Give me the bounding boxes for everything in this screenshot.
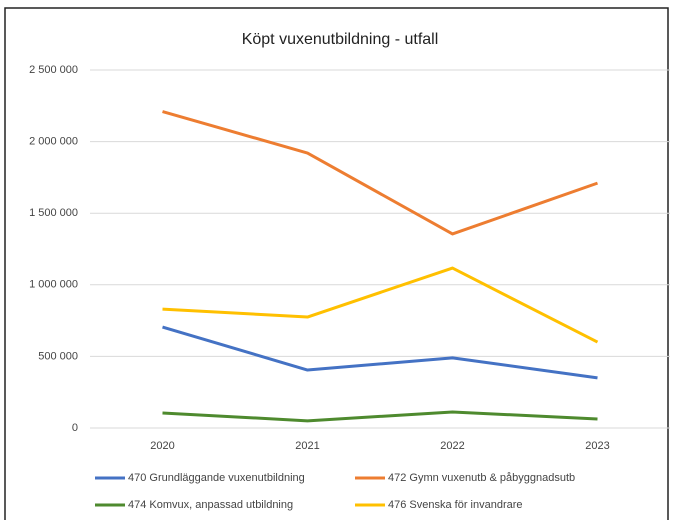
x-tick-label: 2021 <box>295 440 319 452</box>
y-tick-label: 2 500 000 <box>29 64 78 76</box>
legend-label: 474 Komvux, anpassad utbildning <box>128 499 293 511</box>
x-tick-label: 2020 <box>150 440 174 452</box>
frame <box>4 7 669 520</box>
legend-label: 470 Grundläggande vuxenutbildning <box>128 472 305 484</box>
y-tick-label: 0 <box>72 422 78 434</box>
y-tick-label: 2 000 000 <box>29 136 78 148</box>
legend-label: 472 Gymn vuxenutb & påbyggnadsutb <box>388 472 575 484</box>
x-tick-label: 2023 <box>585 440 609 452</box>
chart-title: Köpt vuxenutbildning - utfall <box>242 31 439 48</box>
series-line <box>162 110 598 236</box>
y-tick-label: 1 000 000 <box>29 279 78 291</box>
y-tick-label: 500 000 <box>38 350 78 362</box>
x-tick-label: 2022 <box>440 440 464 452</box>
legend-label: 476 Svenska för invandrare <box>388 499 523 511</box>
series-line <box>162 325 598 380</box>
series-line <box>162 266 599 344</box>
series-line <box>162 410 598 423</box>
y-tick-label: 1 500 000 <box>29 207 78 219</box>
